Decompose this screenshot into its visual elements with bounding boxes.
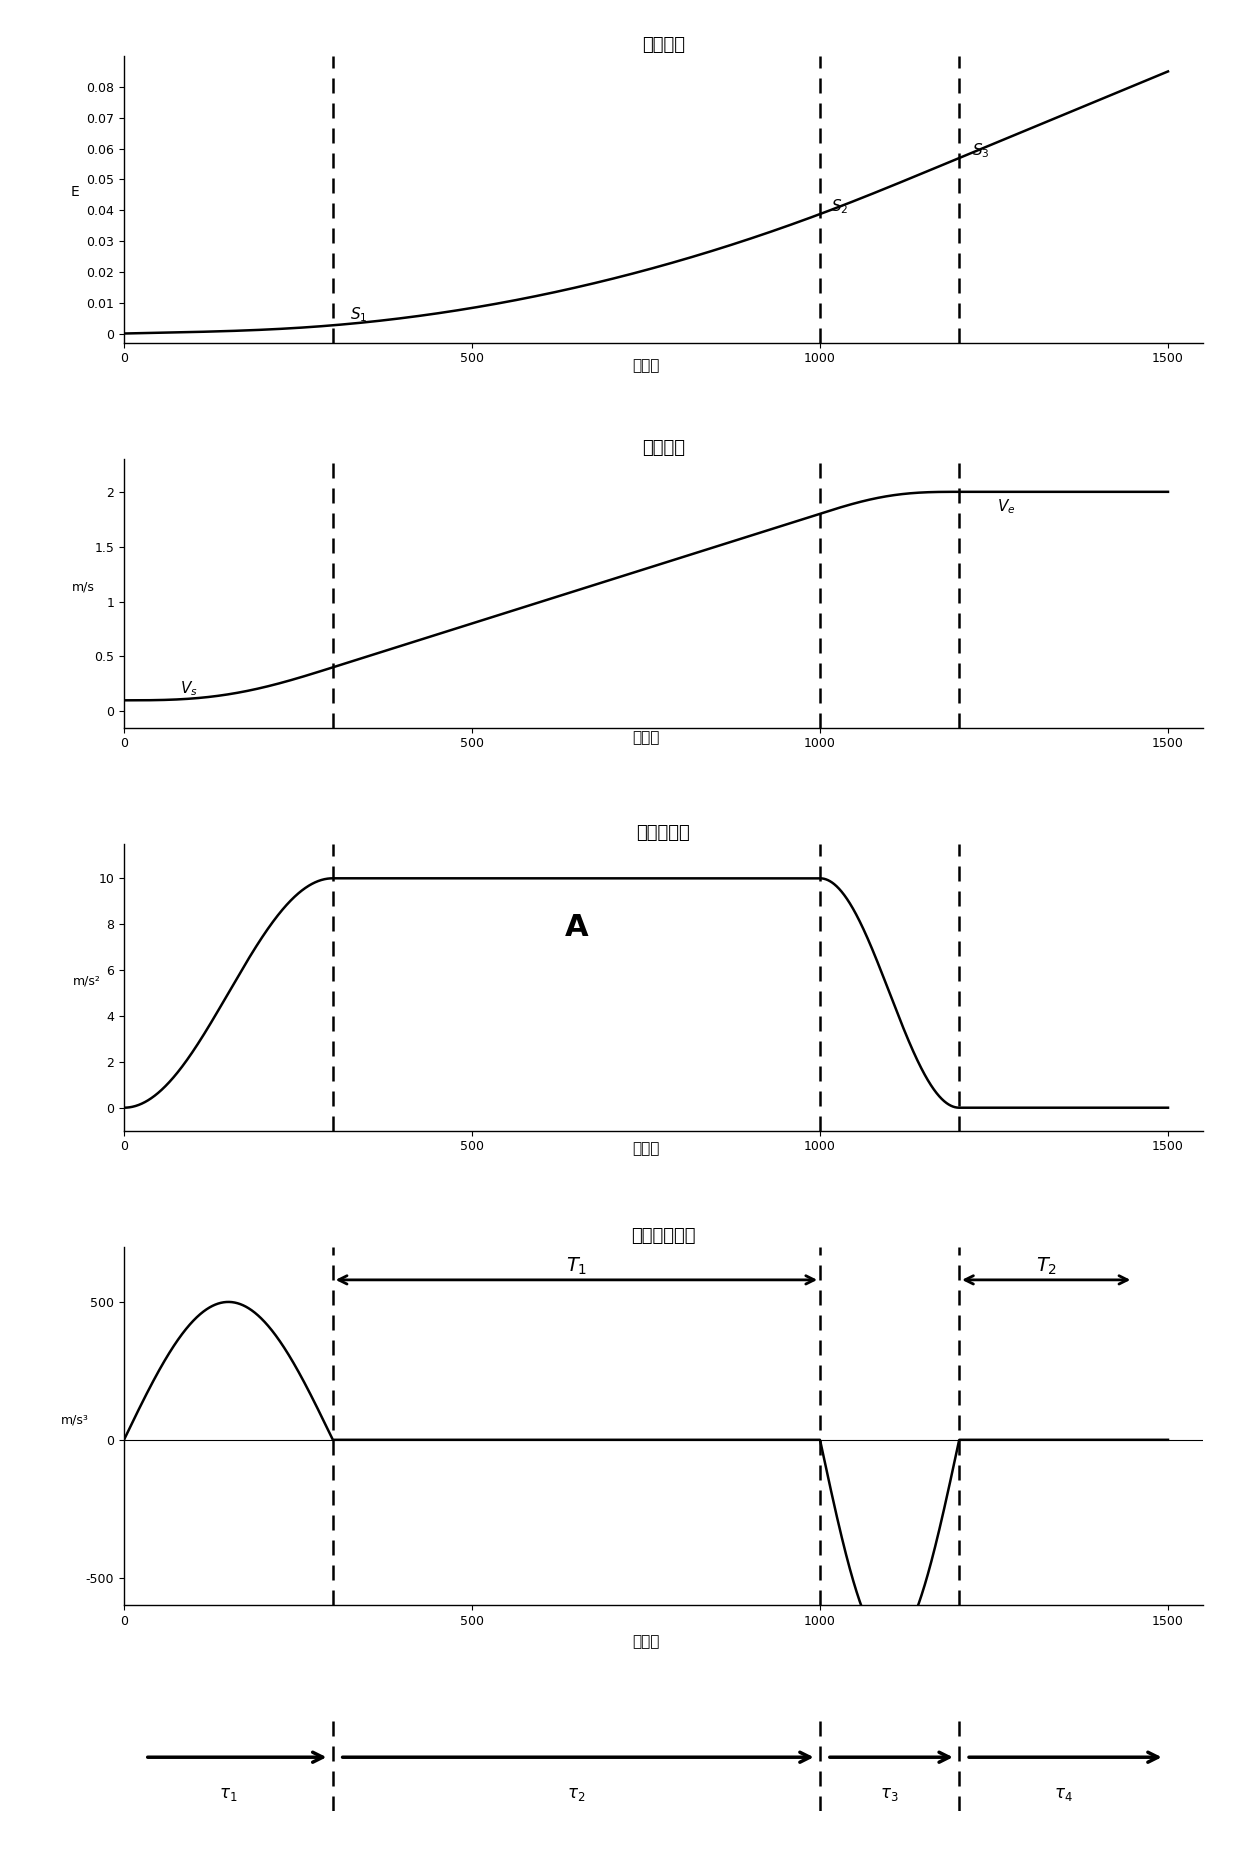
Text: $\tau_1$: $\tau_1$ [219,1785,238,1802]
Text: 采样点: 采样点 [632,1141,660,1156]
Text: $V_s$: $V_s$ [180,680,197,698]
Text: 采样点: 采样点 [632,730,660,745]
Text: $S_1$: $S_1$ [350,304,368,323]
Title: 加速度曲线: 加速度曲线 [636,825,691,842]
Text: 采样点: 采样点 [632,358,660,373]
Text: $T_1$: $T_1$ [565,1256,587,1277]
Title: 速度曲线: 速度曲线 [642,439,684,457]
Title: 位移曲线: 位移曲线 [642,37,684,54]
Title: 加加速度曲线: 加加速度曲线 [631,1227,696,1245]
Text: $\tau_3$: $\tau_3$ [880,1785,899,1802]
Text: $\tau_2$: $\tau_2$ [567,1785,585,1802]
Y-axis label: m/s: m/s [72,581,94,594]
Y-axis label: m/s²: m/s² [73,975,102,988]
Text: $S_2$: $S_2$ [831,196,848,215]
Text: $T_2$: $T_2$ [1035,1256,1056,1277]
Y-axis label: m/s³: m/s³ [61,1413,88,1426]
Text: $S_3$: $S_3$ [972,140,990,159]
Text: $\tau_4$: $\tau_4$ [1054,1785,1073,1802]
Text: 采样点: 采样点 [632,1635,660,1650]
Text: $V_e$: $V_e$ [997,498,1016,517]
Y-axis label: E: E [71,185,79,200]
Text: A: A [564,913,588,941]
